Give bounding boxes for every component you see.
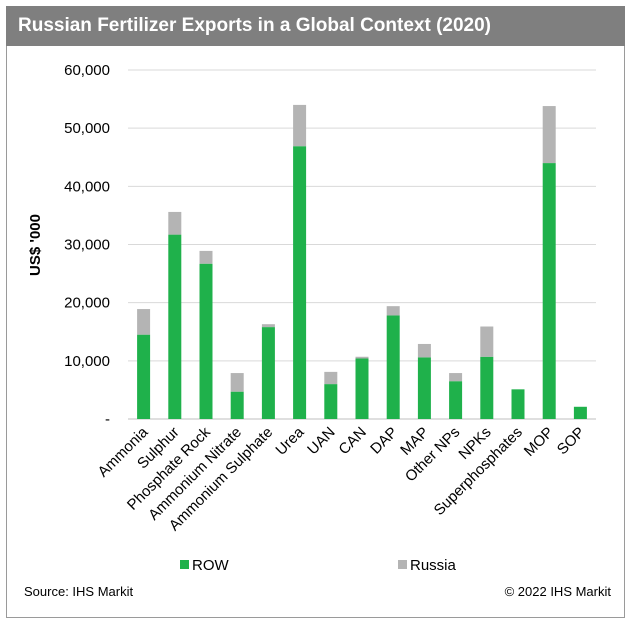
y-tick-label: -: [105, 411, 110, 428]
bar-russia: [324, 371, 338, 385]
bar-row: [386, 315, 400, 419]
x-tick-label: UAN: [304, 424, 338, 458]
bar-russia: [480, 326, 494, 357]
bar-russia: [386, 306, 400, 316]
bar-row: [230, 391, 244, 419]
legend-label-row: ROW: [192, 557, 230, 574]
source-note: Source: IHS Markit: [24, 584, 134, 599]
x-tick-label: DAP: [367, 424, 401, 458]
y-axis-label: US$ '000: [27, 214, 44, 276]
bar-row: [573, 406, 587, 419]
legend-label-russia: Russia: [410, 557, 457, 574]
bar-row: [542, 163, 556, 419]
bar-russia: [417, 343, 431, 358]
bar-row: [199, 263, 213, 419]
copyright-note: © 2022 IHS Markit: [504, 584, 611, 599]
bar-row: [324, 384, 338, 419]
y-tick-label: 40,000: [64, 178, 110, 195]
x-tick-label: SOP: [554, 424, 588, 458]
bar-russia: [230, 373, 244, 392]
legend-swatch-row: [180, 560, 189, 569]
chart-title: Russian Fertilizer Exports in a Global C…: [6, 6, 625, 46]
bar-row: [261, 327, 275, 419]
bar-row: [293, 146, 307, 419]
bar-row: [355, 358, 369, 419]
bar-row: [417, 357, 431, 419]
y-tick-label: 20,000: [64, 295, 110, 312]
bar-russia: [261, 324, 275, 328]
bar-row: [480, 356, 494, 419]
bar-russia: [199, 250, 213, 264]
x-tick-label: Urea: [272, 423, 307, 458]
bar-row: [449, 381, 463, 419]
bar-russia: [137, 309, 151, 335]
y-tick-label: 50,000: [64, 120, 110, 137]
bar-russia: [293, 104, 307, 147]
bar-russia: [449, 373, 463, 382]
bar-russia: [168, 211, 182, 235]
y-tick-label: 30,000: [64, 237, 110, 254]
bar-row: [137, 334, 151, 419]
bar-row: [511, 389, 525, 419]
chart-frame: [6, 6, 625, 618]
y-tick-label: 10,000: [64, 353, 110, 370]
bar-russia: [355, 356, 369, 359]
x-tick-label: MOP: [521, 424, 557, 460]
bar-russia: [542, 106, 556, 164]
bar-row: [168, 234, 182, 419]
x-tick-label: CAN: [335, 424, 369, 458]
legend-swatch-russia: [398, 560, 407, 569]
y-tick-label: 60,000: [64, 62, 110, 79]
